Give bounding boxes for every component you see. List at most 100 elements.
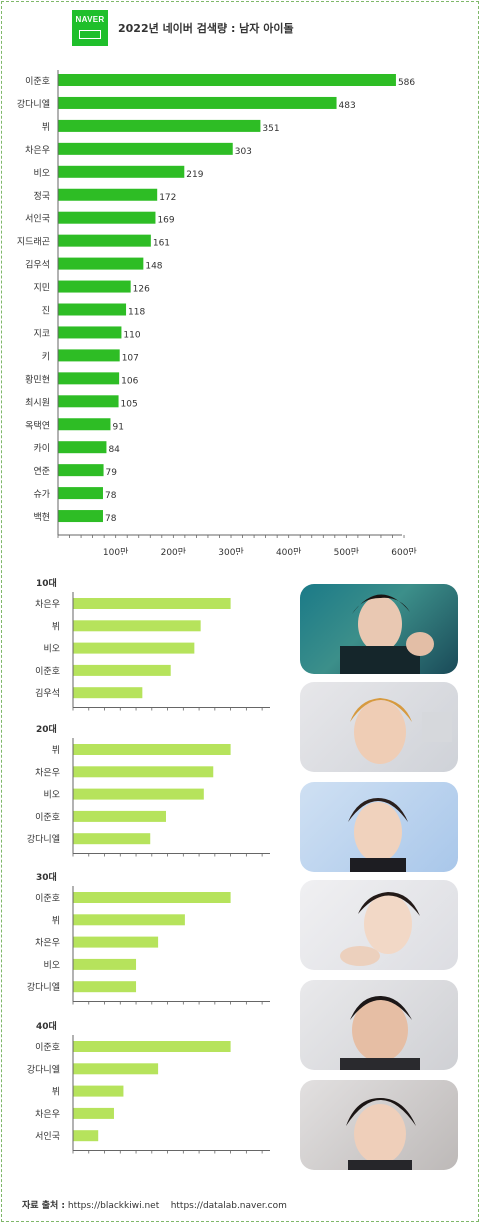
source-link[interactable]: https://datalab.naver.com [170, 1201, 287, 1211]
category-label: 지민 [33, 283, 50, 294]
bar [73, 1041, 231, 1052]
portrait-photo [300, 682, 458, 772]
source-label: 자료 출처 : [22, 1201, 65, 1211]
category-label: 진 [42, 306, 50, 317]
bar [73, 1085, 124, 1097]
bar [58, 303, 127, 316]
bar [58, 257, 144, 270]
category-label: 최시원 [25, 397, 50, 408]
category-label: 김우석 [25, 259, 50, 271]
bar [58, 510, 103, 523]
category-label: 비오 [43, 790, 60, 801]
bar [73, 914, 185, 926]
portrait-photo [300, 584, 458, 674]
bar [73, 598, 231, 609]
category-label: 백현 [33, 512, 50, 523]
bar [73, 810, 166, 822]
data-label: 110 [123, 330, 140, 340]
age-group-title: 10대 [36, 577, 57, 589]
bar [73, 766, 214, 778]
age-group-title: 20대 [36, 723, 57, 735]
bar [58, 326, 122, 339]
tick-label: 300만 [218, 547, 243, 555]
bar [73, 981, 137, 993]
bar [73, 1107, 114, 1119]
category-label: 차은우 [35, 598, 60, 610]
portrait-photo [300, 980, 458, 1070]
data-label: 79 [106, 468, 118, 478]
data-label: 107 [122, 353, 139, 363]
category-label: 뷔 [52, 745, 60, 756]
portrait-photo [300, 782, 458, 872]
category-label: 지드래곤 [17, 237, 50, 248]
category-label: 차은우 [25, 144, 50, 156]
bar [73, 936, 159, 948]
data-label: 169 [157, 216, 174, 226]
category-label: 키 [42, 351, 50, 362]
data-label: 84 [108, 445, 120, 455]
portrait-photo [300, 1080, 458, 1170]
category-label: 차은우 [35, 937, 60, 949]
category-label: 뷔 [52, 1087, 60, 1098]
category-label: 차은우 [35, 766, 60, 778]
category-label: 연준 [33, 466, 50, 477]
age-group-title: 40대 [36, 1020, 57, 1032]
category-label: 정국 [33, 191, 50, 202]
bar [58, 74, 396, 86]
data-label: 78 [105, 491, 117, 501]
category-label: 뷔 [52, 621, 60, 632]
bar [58, 372, 120, 385]
bar [73, 958, 137, 970]
bar [58, 142, 233, 155]
bar [58, 487, 103, 500]
data-label: 91 [112, 422, 123, 432]
category-label: 비오 [43, 644, 60, 655]
category-label: 비오 [33, 168, 50, 179]
data-label: 483 [339, 101, 356, 111]
bar [73, 833, 151, 845]
category-label: 강다니엘 [27, 982, 60, 993]
bar [73, 642, 195, 654]
bar [58, 165, 185, 178]
data-label: 303 [235, 147, 252, 157]
data-label: 118 [128, 308, 145, 318]
category-label: 서인국 [25, 214, 50, 225]
category-label: 강다니엘 [17, 99, 50, 110]
data-label: 351 [262, 124, 279, 134]
category-label: 이준호 [35, 812, 60, 823]
category-label: 뷔 [42, 122, 50, 133]
bar [58, 234, 151, 247]
main-bar-chart: 이준호 586 강다니엘 483 뷔 351 차은우 303 비오 219 정국 172 서인국 169 지… [17, 70, 417, 555]
bar [73, 1130, 99, 1142]
source-footer: 자료 출처 : https://blackkiwi.net https://da… [22, 1198, 287, 1211]
page-title: 2022년 네이버 검색량 : 남자 아이돌 [118, 22, 294, 35]
bar [58, 418, 111, 431]
tick-label: 200만 [161, 547, 186, 555]
category-label: 이준호 [35, 893, 60, 904]
bar [58, 464, 104, 477]
data-label: 148 [145, 262, 162, 272]
category-label: 차은우 [35, 1108, 60, 1120]
bar [73, 620, 201, 632]
tick-label: 600만 [391, 547, 416, 555]
bar [58, 280, 131, 293]
data-label: 126 [133, 285, 150, 295]
bar [73, 744, 231, 755]
naver-logo: NAVER [72, 10, 108, 46]
bar [73, 788, 204, 800]
category-label: 이준호 [35, 666, 60, 677]
category-label: 황민현 [25, 374, 50, 385]
source-link[interactable]: https://blackkiwi.net [67, 1201, 160, 1211]
data-label: 106 [121, 376, 138, 386]
data-label: 219 [186, 170, 203, 180]
portrait-photo [300, 880, 458, 970]
category-label: 지코 [33, 328, 50, 339]
tick-label: 100만 [103, 547, 128, 555]
bar [58, 119, 261, 132]
bar [58, 188, 158, 201]
bar [73, 687, 143, 699]
